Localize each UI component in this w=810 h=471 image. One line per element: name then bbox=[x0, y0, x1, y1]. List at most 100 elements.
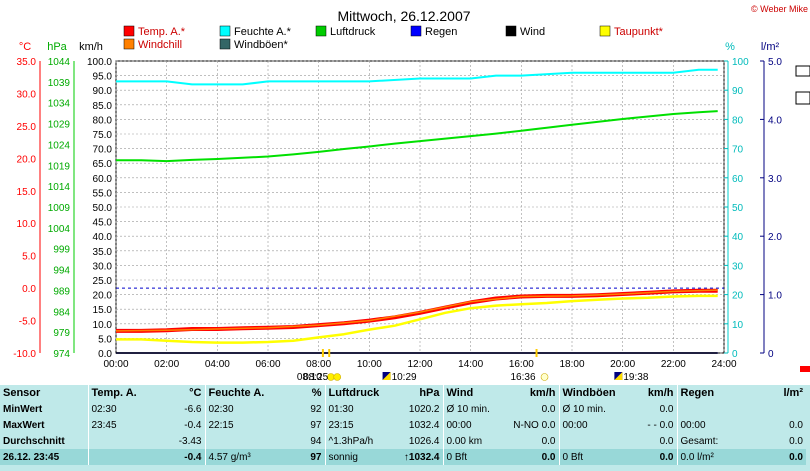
plot-grid bbox=[115, 60, 725, 354]
sun-icon bbox=[327, 373, 335, 381]
stats-cell: 97 bbox=[310, 419, 322, 431]
stats-cell: 0.0 bbox=[541, 403, 556, 415]
y-tick-label: 40.0 bbox=[93, 232, 113, 243]
stats-cell: 0.0 bbox=[541, 435, 556, 447]
y-tick-label: 1044 bbox=[48, 57, 71, 68]
y-tick-label: 1.0 bbox=[768, 291, 782, 302]
stats-cell bbox=[87, 449, 148, 465]
sun-icon bbox=[333, 373, 342, 381]
scroll-arrow-button[interactable] bbox=[795, 91, 810, 105]
legend-swatch bbox=[315, 25, 327, 37]
y-tick-label: 1029 bbox=[48, 120, 71, 131]
stats-cell: 00:00 bbox=[676, 417, 739, 433]
stats-cell: 4.57 g/m³ bbox=[204, 449, 270, 465]
y-tick-label: 25.0 bbox=[93, 276, 113, 287]
y-tick-label: 45.0 bbox=[93, 218, 113, 229]
stats-cell: 0.0 l/m² bbox=[676, 449, 739, 465]
stats-header: km/h bbox=[529, 387, 556, 399]
y-tick-label: 50.0 bbox=[93, 203, 113, 214]
y-tick-label: 55.0 bbox=[93, 188, 113, 199]
stats-header: Feuchte A. bbox=[204, 385, 270, 401]
x-tick-label: 04:00 bbox=[205, 359, 230, 370]
stats-cell: 1020.2 bbox=[408, 403, 440, 415]
y-tick-label: 30.0 bbox=[93, 261, 113, 272]
y-tick-label: 0 bbox=[732, 349, 738, 360]
stats-cell: 26.12. 23:45 bbox=[0, 449, 88, 465]
stats-cell: 0.0 bbox=[659, 403, 674, 415]
stats-header: km/h bbox=[647, 387, 674, 399]
x-tick-label: 12:00 bbox=[407, 359, 432, 370]
stats-cell: - - 0.0 bbox=[647, 419, 674, 431]
y-axis-label: % bbox=[725, 41, 735, 53]
y-tick-label: 10.0 bbox=[17, 219, 37, 230]
chart-axes: 35.0 30.0 25.0 20.0 15.0 10.0 5.0 0.0 -5.0 -10.0 °… bbox=[13, 41, 782, 370]
y-tick-label: 974 bbox=[53, 349, 70, 360]
stats-cell: N-NO 0.0 bbox=[513, 419, 556, 431]
legend-label: Feuchte A.* bbox=[234, 26, 292, 38]
y-tick-label: 1004 bbox=[48, 224, 71, 235]
y-tick-label: 25.0 bbox=[17, 122, 37, 133]
y-tick-label: 0.0 bbox=[98, 349, 112, 360]
stats-cell bbox=[87, 433, 148, 449]
y-tick-label: 20 bbox=[732, 291, 744, 302]
event-time-label: 16:36 bbox=[511, 372, 536, 383]
y-tick-label: 80.0 bbox=[93, 115, 113, 126]
scroll-up-button[interactable] bbox=[795, 65, 810, 77]
series-line bbox=[116, 68, 718, 86]
legend-label: Regen bbox=[425, 26, 457, 38]
y-tick-label: 2.0 bbox=[768, 232, 782, 243]
legend-swatch bbox=[219, 25, 231, 37]
stats-cell: 0.0 bbox=[789, 435, 803, 447]
y-tick-label: 4.0 bbox=[768, 115, 782, 126]
y-tick-label: 100 bbox=[732, 57, 749, 68]
stats-header: Luftdruck bbox=[324, 385, 387, 401]
legend-label: Windchill bbox=[138, 39, 182, 51]
stats-cell: 94 bbox=[310, 435, 322, 447]
stats-cell: 0.00 km bbox=[442, 433, 505, 449]
stats-header: °C bbox=[189, 387, 202, 399]
y-tick-label: 65.0 bbox=[93, 159, 113, 170]
copyright-label: © Weber Mike bbox=[751, 4, 808, 14]
legend-label: Windböen* bbox=[234, 39, 289, 51]
x-tick-label: 22:00 bbox=[661, 359, 686, 370]
y-axis-label: °C bbox=[19, 41, 31, 53]
stats-cell bbox=[204, 433, 270, 449]
x-tick-label: 02:00 bbox=[154, 359, 179, 370]
stats-cell: MinWert bbox=[3, 403, 43, 415]
y-tick-label: 5.0 bbox=[22, 252, 36, 263]
stats-cell: -3.43 bbox=[178, 435, 202, 447]
y-tick-label: 90 bbox=[732, 86, 744, 97]
y-tick-label: 60.0 bbox=[93, 174, 113, 185]
y-tick-label: 100.0 bbox=[87, 57, 112, 68]
y-tick-label: 35.0 bbox=[93, 247, 113, 258]
x-tick-label: 16:00 bbox=[509, 359, 534, 370]
stats-cell: 0.0 bbox=[623, 449, 677, 465]
stats-cell: Ø 10 min. bbox=[442, 401, 505, 417]
x-tick-label: 14:00 bbox=[458, 359, 483, 370]
event-time-label: 10:29 bbox=[392, 372, 417, 383]
chart-title: Mittwoch, 26.12.2007 bbox=[337, 8, 470, 24]
y-axis-label: hPa bbox=[47, 41, 67, 53]
stats-table: Sensor Temp. A. °C Feuchte A. % Luftdruc… bbox=[0, 385, 806, 465]
y-tick-label: 90.0 bbox=[93, 86, 113, 97]
y-tick-label: 95.0 bbox=[93, 72, 113, 83]
y-tick-label: 15.0 bbox=[17, 187, 37, 198]
y-tick-label: 40 bbox=[732, 232, 744, 243]
y-tick-label: -5.0 bbox=[19, 317, 37, 328]
stats-row-avg: Durchschnitt -3.43 94 ^1.3hPa/h 1026.4 0… bbox=[0, 433, 806, 449]
event-time-label: 08:25 bbox=[303, 372, 328, 383]
y-tick-label: 60 bbox=[732, 174, 744, 185]
x-tick-label: 08:00 bbox=[306, 359, 331, 370]
side-marker bbox=[800, 366, 810, 372]
y-tick-label: 35.0 bbox=[17, 57, 37, 68]
stats-cell: sonnig bbox=[324, 449, 387, 465]
x-tick-label: 06:00 bbox=[255, 359, 280, 370]
y-tick-label: 1039 bbox=[48, 78, 71, 89]
y-tick-label: 80 bbox=[732, 115, 744, 126]
y-tick-label: 0.0 bbox=[22, 284, 36, 295]
y-axis-label: l/m² bbox=[761, 41, 780, 53]
stats-cell: 0.0 bbox=[739, 449, 806, 465]
legend-label: Luftdruck bbox=[330, 26, 376, 38]
y-tick-label: 5.0 bbox=[98, 334, 112, 345]
weather-chart: Mittwoch, 26.12.2007 © Weber Mike Temp. … bbox=[13, 4, 810, 383]
